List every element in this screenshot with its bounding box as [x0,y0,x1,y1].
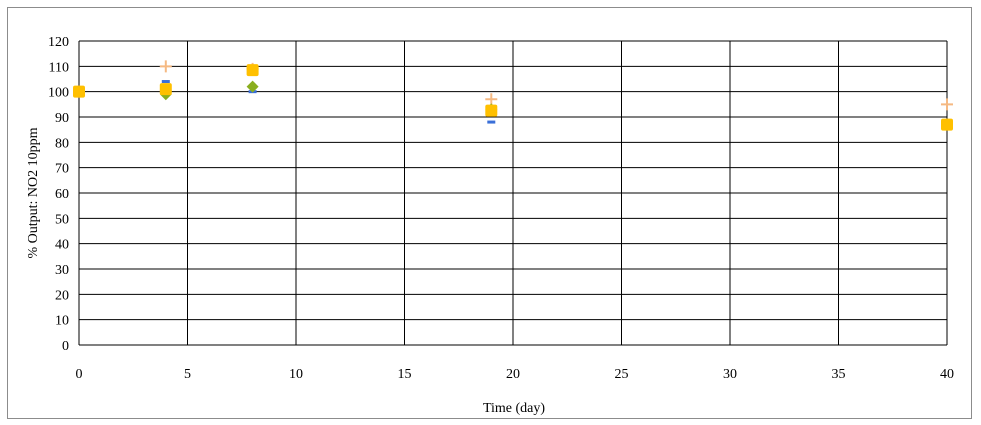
x-tick-label: 10 [289,367,303,382]
x-axis-title: Time (day) [483,401,545,416]
y-tick-label: 70 [55,162,69,177]
data-point-series-4 [73,85,85,98]
data-points [73,60,953,131]
x-tick-label: 30 [723,367,737,382]
x-tick-label: 0 [76,367,83,382]
chart-frame [7,7,972,419]
data-point-series-1 [485,93,498,106]
y-axis-title: % Output: NO2 10ppm [26,127,41,258]
y-tick-label: 60 [55,187,69,202]
y-tick-label: 80 [55,136,69,151]
data-point-series-3 [246,80,259,93]
grid [78,40,948,346]
data-point-series-4 [485,104,498,117]
data-point-series-2 [487,120,496,124]
data-point-series-1 [159,60,172,73]
x-tick-label: 40 [940,367,954,382]
data-point-series-4 [159,83,172,96]
x-tick-labels: 0 5 10 15 20 25 30 35 40 [76,367,955,382]
data-point-series-2 [161,80,170,84]
data-point-series-1 [941,98,953,111]
x-tick-label: 35 [832,367,846,382]
data-point-series-4 [941,118,953,131]
x-tick-label: 25 [615,367,629,382]
x-tick-label: 15 [398,367,412,382]
y-tick-labels: 0 10 20 30 40 50 60 70 80 90 100 110 120 [48,35,69,354]
y-tick-label: 0 [62,339,69,354]
y-tick-label: 40 [55,238,69,253]
y-tick-label: 50 [55,212,69,227]
y-tick-label: 30 [55,263,69,278]
y-tick-label: 10 [55,314,69,329]
x-tick-label: 5 [184,367,191,382]
data-point-series-4 [246,64,259,77]
y-tick-label: 90 [55,111,69,126]
y-tick-label: 100 [48,86,69,101]
y-tick-label: 110 [49,60,69,75]
y-tick-label: 120 [48,35,69,50]
y-tick-label: 20 [55,288,69,303]
x-tick-label: 20 [506,367,520,382]
